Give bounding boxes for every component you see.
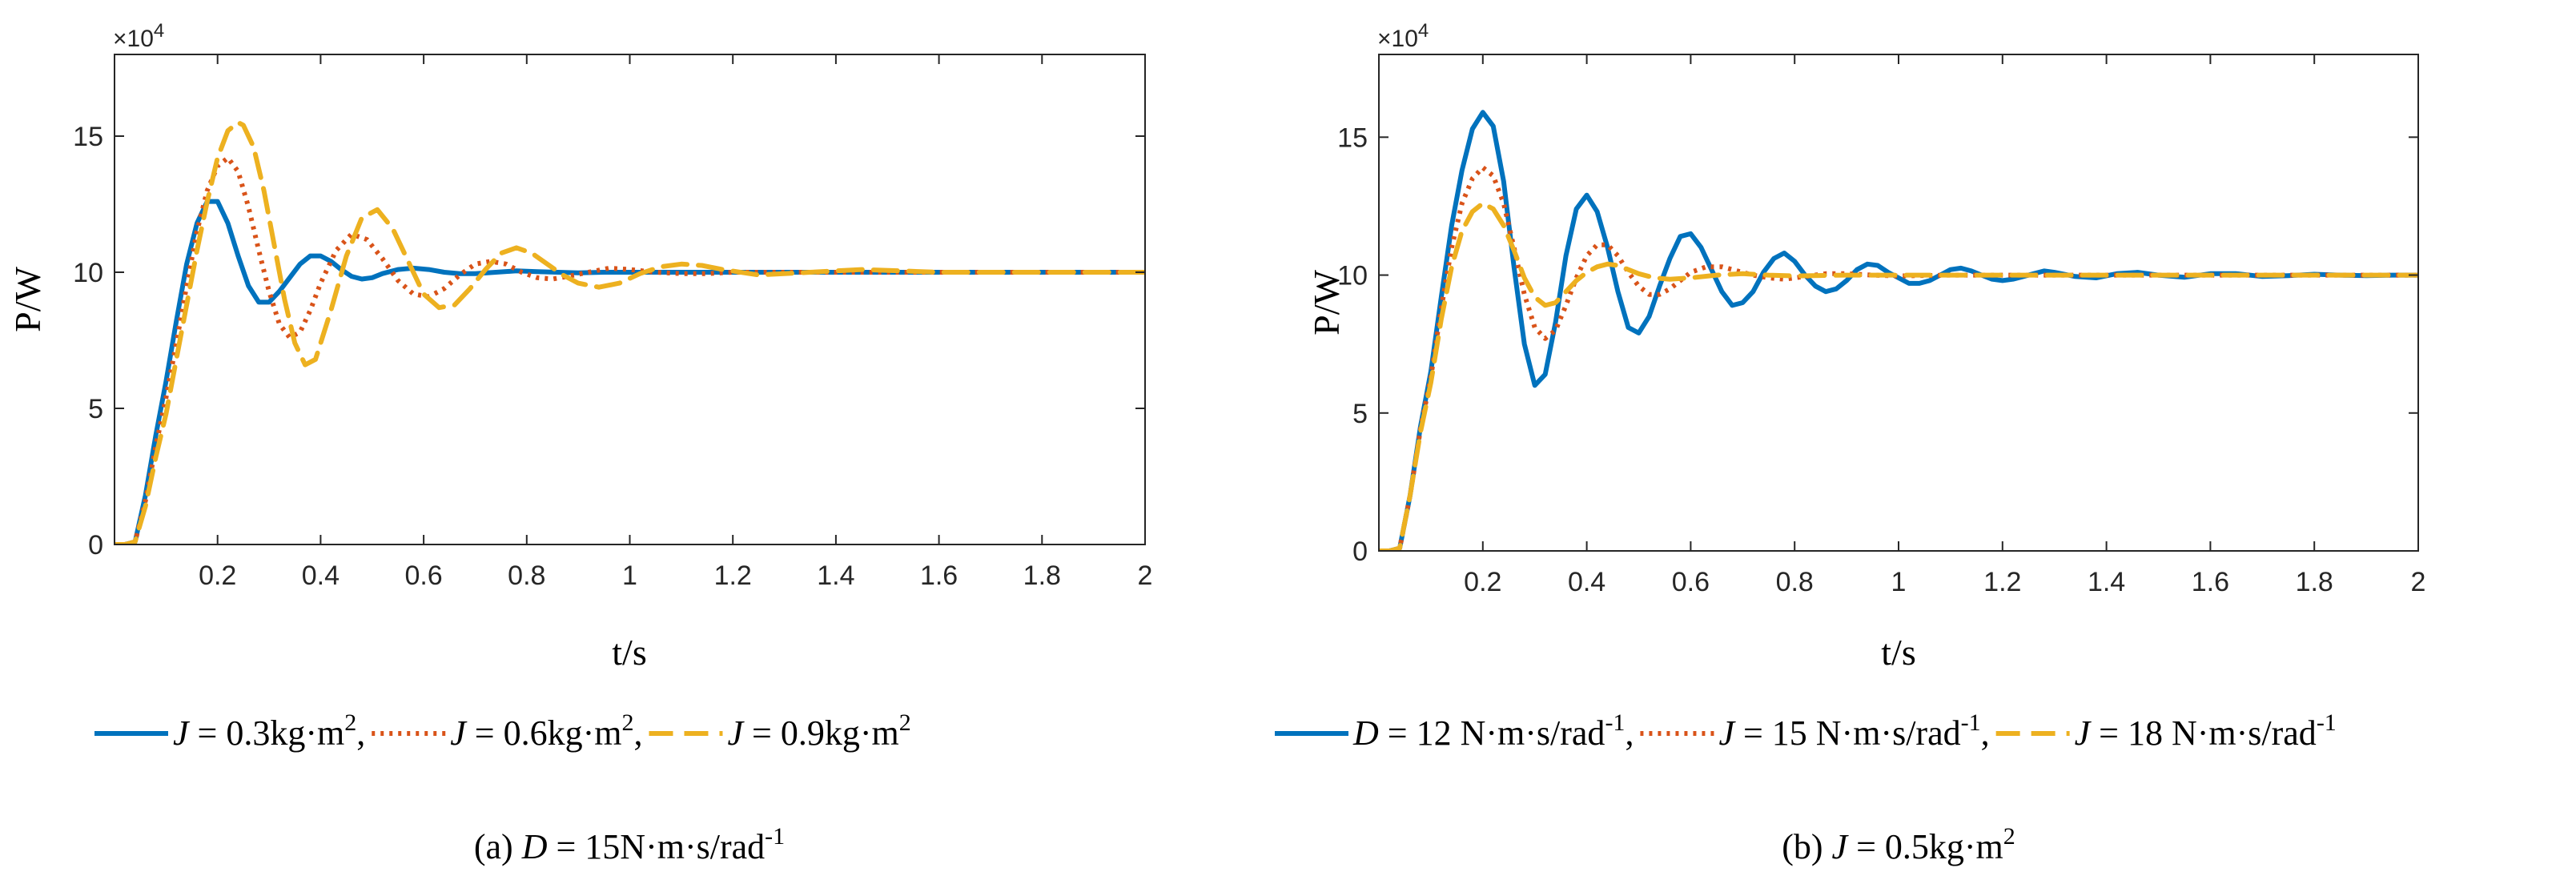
x-tick-label: 2	[1138, 561, 1153, 591]
legend-variable: D	[1352, 713, 1379, 753]
legend-label-1: J = 0.3kg·m2,	[173, 709, 365, 753]
x-tick-label: 0.2	[199, 561, 236, 591]
legend-value: = 12 N·m·s/rad	[1379, 713, 1605, 753]
x-tick-label: 2	[2411, 567, 2426, 597]
legend: J = 0.3kg·m2, J = 0.6kg·m2, J = 0.9kg·m2	[94, 709, 911, 753]
x-tick-label: 1.4	[817, 561, 854, 591]
x-tick-label: 1	[622, 561, 637, 591]
x-tick-label: 1.4	[2088, 567, 2125, 597]
y-exponent-base: ×10	[1377, 26, 1418, 52]
x-tick-label: 1.2	[1983, 567, 2021, 597]
x-tick-label: 0.4	[1568, 567, 1605, 597]
x-tick-label: 1.6	[920, 561, 958, 591]
legend-value: = 18 N·m·s/rad	[2090, 713, 2317, 753]
caption-superscript: -1	[765, 823, 785, 850]
legend-superscript: 2	[621, 709, 633, 736]
y-tick-label: 10	[1337, 261, 1368, 291]
legend-label-3: J = 18 N·m·s/rad-1	[2075, 709, 2337, 753]
caption-prefix: (a)	[474, 827, 522, 866]
series-line-2	[1379, 165, 2418, 551]
chart-panel-b: 0.2 0.4 0.6 0.8 1 1.2 1.4 1.6 1.8 2 0 5 10 15 ×104 t/s P…	[1275, 20, 2425, 866]
x-tick-label: 0.8	[1776, 567, 1814, 597]
chart-panel-a: 0.2 0.4 0.6 0.8 1 1.2 1.4 1.6 1.8 2 0 5 10 15 ×104 t/s P…	[7, 20, 1152, 866]
x-tick-label: 0.2	[1464, 567, 1501, 597]
caption-superscript: 2	[2003, 823, 2015, 850]
series-line-3	[1379, 201, 2418, 551]
legend-variable: J	[450, 713, 468, 753]
x-tick-label: 0.6	[1672, 567, 1710, 597]
y-tick-label: 15	[1337, 123, 1368, 153]
legend-variable: J	[1718, 713, 1736, 753]
y-tick-label: 10	[73, 258, 103, 288]
legend-superscript: -1	[2317, 709, 2337, 736]
series-line-1	[115, 199, 1145, 544]
legend-value: = 15 N·m·s/rad	[1734, 713, 1961, 753]
legend-label-2: J = 0.6kg·m2,	[450, 709, 642, 753]
legend-separator: ,	[1625, 713, 1634, 753]
y-axis-label: P/W	[7, 267, 48, 332]
y-exponent-label: ×104	[1377, 20, 1429, 52]
legend-superscript: 2	[344, 709, 356, 736]
legend-value: = 0.3kg·m	[189, 713, 345, 753]
series-line-3	[115, 120, 1145, 544]
legend: D = 12 N·m·s/rad-1, J = 15 N·m·s/rad-1, J …	[1275, 709, 2337, 753]
y-exponent-power: 4	[154, 20, 164, 42]
caption-variable: D	[521, 827, 548, 866]
y-exponent-label: ×104	[113, 20, 164, 52]
y-exponent-power: 4	[1418, 20, 1429, 42]
legend-label-2: J = 15 N·m·s/rad-1,	[1718, 709, 1989, 753]
legend-separator: ,	[1981, 713, 1990, 753]
caption-value: = 15N·m·s/rad	[547, 827, 765, 866]
x-tick-label: 1.8	[1023, 561, 1061, 591]
plot-area	[1379, 110, 2418, 551]
series-line-2	[115, 155, 1145, 544]
legend-item-3: J = 0.9kg·m2	[649, 709, 911, 753]
x-tick-label: 1.2	[714, 561, 752, 591]
legend-item-2: J = 0.6kg·m2,	[372, 709, 642, 753]
caption-value: = 0.5kg·m	[1847, 827, 2003, 866]
legend-label-3: J = 0.9kg·m2	[727, 709, 910, 753]
legend-separator: ,	[356, 713, 365, 753]
x-tick-label: 1.8	[2296, 567, 2333, 597]
y-tick-label: 0	[1352, 536, 1368, 567]
legend-variable: J	[2075, 713, 2092, 753]
panel-caption: (a) D = 15N·m·s/rad-1	[474, 823, 785, 866]
y-tick-label: 0	[88, 530, 103, 561]
x-tick-label: 0.6	[404, 561, 442, 591]
legend-superscript: -1	[1961, 709, 1981, 736]
legend-variable: J	[727, 713, 745, 753]
x-tick-label: 1	[1891, 567, 1907, 597]
legend-label-1: D = 12 N·m·s/rad-1,	[1352, 709, 1634, 753]
legend-item-1: D = 12 N·m·s/rad-1,	[1275, 709, 1634, 753]
plot-area	[115, 120, 1145, 544]
legend-item-1: J = 0.3kg·m2,	[94, 709, 365, 753]
x-axis-label: t/s	[1881, 632, 1915, 673]
x-tick-label: 0.4	[302, 561, 340, 591]
legend-variable: J	[173, 713, 191, 753]
y-exponent-base: ×10	[113, 26, 154, 52]
legend-item-3: J = 18 N·m·s/rad-1	[1995, 709, 2337, 753]
legend-separator: ,	[633, 713, 642, 753]
y-tick-label: 15	[73, 122, 103, 152]
legend-superscript: 2	[899, 709, 911, 736]
y-tick-label: 5	[1352, 399, 1368, 429]
legend-value: = 0.6kg·m	[466, 713, 622, 753]
y-tick-label: 5	[88, 394, 103, 424]
legend-superscript: -1	[1605, 709, 1625, 736]
caption-variable: J	[1832, 827, 1850, 866]
legend-item-2: J = 15 N·m·s/rad-1,	[1640, 709, 1990, 753]
y-axis-label: P/W	[1306, 270, 1347, 336]
x-tick-label: 1.6	[2192, 567, 2229, 597]
caption-prefix: (b)	[1782, 827, 1831, 866]
panel-caption: (b) J = 0.5kg·m2	[1782, 823, 2015, 866]
legend-value: = 0.9kg·m	[743, 713, 899, 753]
x-tick-label: 0.8	[508, 561, 545, 591]
x-axis-label: t/s	[612, 632, 646, 673]
